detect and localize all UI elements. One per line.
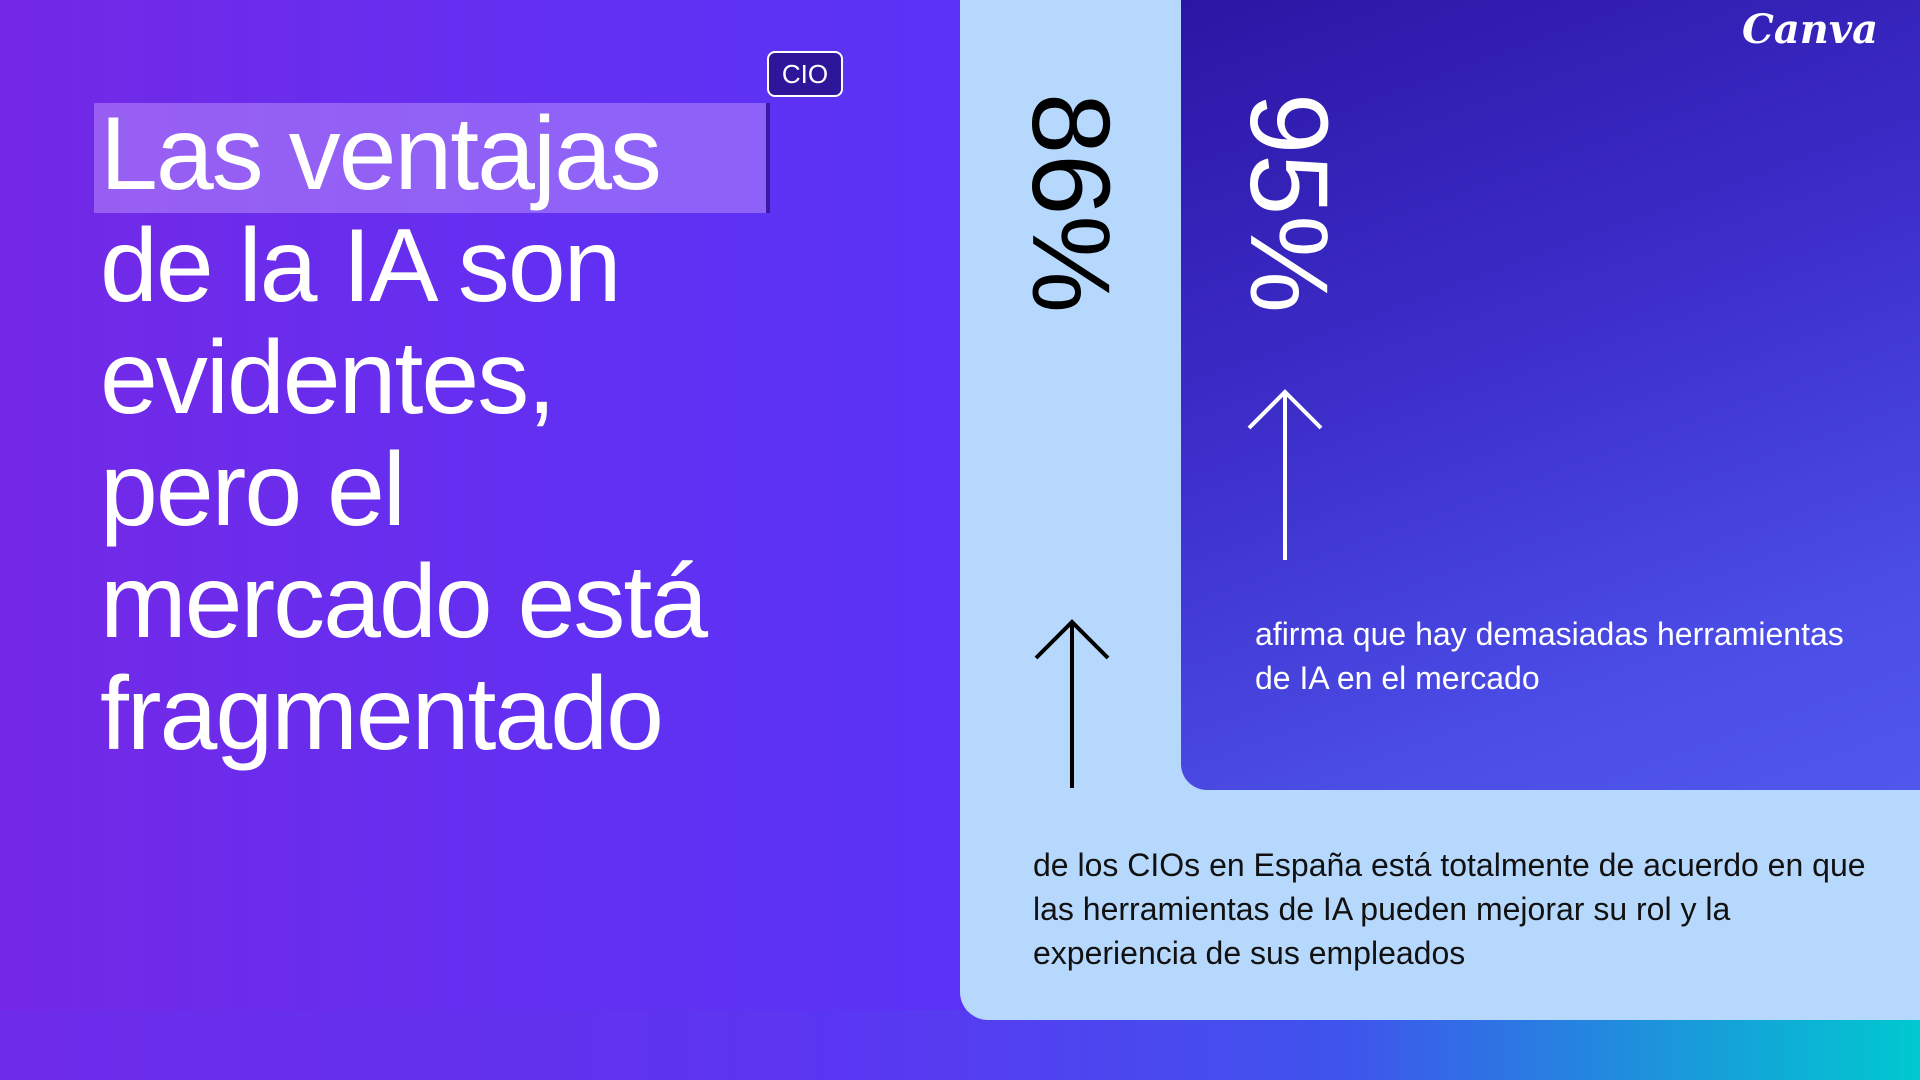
bottom-gradient-strip — [0, 1010, 1920, 1080]
headline-line-4: pero el — [100, 432, 406, 548]
arrow-up-icon — [1034, 619, 1110, 788]
arrow-up-icon — [1247, 389, 1323, 560]
headline-line-5: mercado está — [100, 544, 708, 660]
stat-panel-dark — [1181, 0, 1920, 790]
headline-highlight — [94, 103, 770, 213]
stat-95-value: 95% — [1227, 93, 1350, 314]
headline-line-1: Las ventajas — [100, 96, 662, 212]
headline-line-2: de la IA son — [100, 208, 622, 324]
stat-86-value: 86% — [1009, 93, 1132, 314]
left-background — [0, 0, 960, 1080]
stat-95-description: afirma que hay demasiadas herramientas d… — [1255, 616, 1844, 696]
cio-tag: CIO — [767, 51, 843, 97]
stat-86-description: de los CIOs en España está totalmente de… — [1033, 847, 1866, 971]
headline-line-3: evidentes, — [100, 320, 556, 436]
headline: Las ventajas de la IA son evidentes, per… — [100, 98, 920, 770]
headline-line-6: fragmentado — [100, 656, 664, 772]
canva-logo: Canva — [1742, 6, 1878, 53]
